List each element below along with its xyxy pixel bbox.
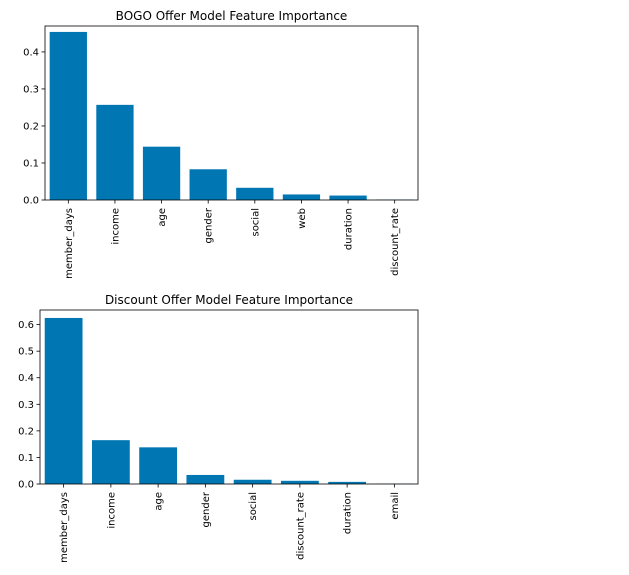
bar-social <box>234 480 272 484</box>
chart-1: BOGO Offer Model Feature Importance 0.0 0.… <box>23 9 418 279</box>
y-tick-label: 0.0 <box>18 480 34 491</box>
y-tick-label: 0.5 <box>18 347 34 358</box>
x-tick-label-member_days: member_days <box>59 492 70 563</box>
chart-title: Discount Offer Model Feature Importance <box>105 293 353 307</box>
chart-title: BOGO Offer Model Feature Importance <box>116 9 348 23</box>
chart-2: Discount Offer Model Feature Importance 0… <box>18 293 418 563</box>
bar-income <box>96 105 133 200</box>
x-tick-label-social: social <box>248 492 259 521</box>
x-tick-label-member_days: member_days <box>64 208 75 279</box>
y-tick-label: 0.4 <box>23 47 39 58</box>
x-tick-label-discount_rate: discount_rate <box>390 208 401 276</box>
y-tick-label: 0.2 <box>18 426 34 437</box>
bar-gender <box>186 475 224 484</box>
x-tick-label-income: income <box>106 492 117 529</box>
x-tick-label-web: web <box>297 208 308 229</box>
bar-member_days <box>45 318 83 484</box>
bar-member_days <box>50 32 87 200</box>
x-tick-label-email: email <box>390 492 401 520</box>
x-tick-label-duration: duration <box>344 208 355 250</box>
y-tick-label: 0.3 <box>23 84 39 95</box>
x-tick-label-duration: duration <box>343 492 354 534</box>
bar-income <box>92 440 130 484</box>
bar-social <box>236 188 273 200</box>
x-tick-label-social: social <box>250 208 261 237</box>
bar-discount_rate <box>281 481 319 484</box>
x-tick-label-discount_rate: discount_rate <box>295 492 306 560</box>
bar-age <box>139 447 177 484</box>
bar-web <box>283 194 320 200</box>
x-tick-label-gender: gender <box>201 491 212 527</box>
x-tick-label-gender: gender <box>204 207 215 243</box>
bar-age <box>143 147 180 200</box>
y-tick-label: 0.6 <box>18 320 34 331</box>
x-tick-label-age: age <box>157 208 168 227</box>
x-tick-label-income: income <box>110 208 121 245</box>
y-tick-label: 0.0 <box>23 196 39 207</box>
x-tick-label-age: age <box>154 492 165 511</box>
y-tick-label: 0.1 <box>18 453 34 464</box>
y-tick-label: 0.3 <box>18 400 34 411</box>
y-tick-label: 0.4 <box>18 373 34 384</box>
bar-duration <box>329 196 366 200</box>
bar-gender <box>190 169 227 200</box>
y-tick-label: 0.2 <box>23 121 39 132</box>
y-tick-label: 0.1 <box>23 158 39 169</box>
